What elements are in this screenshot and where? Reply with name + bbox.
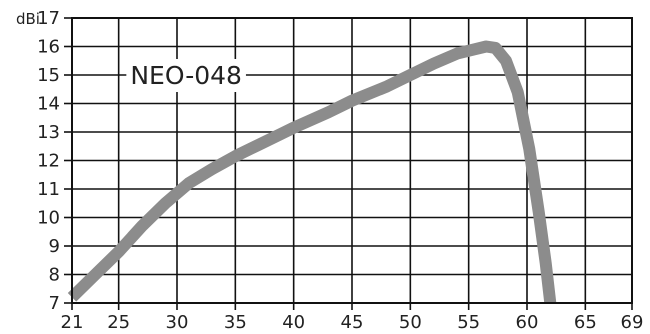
annotation-label: NEO-048 — [130, 61, 242, 90]
x-tick-label: 50 — [399, 312, 422, 333]
annotation-background — [126, 59, 246, 92]
gain-curve — [67, 40, 557, 304]
y-tick-label: 10 — [37, 208, 60, 229]
y-axis-ticks: 7 8 9 10 11 12 13 14 15 16 17 — [37, 8, 72, 314]
y-tick-label: 7 — [49, 293, 60, 314]
x-tick-label: 40 — [282, 312, 305, 333]
y-tick-label: 14 — [37, 94, 60, 115]
y-tick-label: 11 — [37, 179, 60, 200]
x-axis-ticks: 21 25 30 35 40 45 50 55 60 65 69 — [61, 303, 644, 333]
y-axis-label: dBi — [16, 10, 40, 28]
y-tick-label: 17 — [37, 8, 60, 29]
x-tick-label: 65 — [574, 312, 597, 333]
x-tick-label: 69 — [621, 312, 644, 333]
x-tick-label: 21 — [61, 312, 84, 333]
x-tick-label: 60 — [516, 312, 539, 333]
y-tick-label: 8 — [49, 265, 60, 286]
x-tick-label: 35 — [224, 312, 247, 333]
y-tick-label: 12 — [37, 151, 60, 172]
y-tick-label: 9 — [49, 236, 60, 257]
y-tick-label: 15 — [37, 65, 60, 86]
chart-series — [67, 40, 557, 304]
plot-frame — [71, 17, 633, 304]
x-tick-label: 25 — [107, 312, 130, 333]
x-tick-label: 45 — [341, 312, 364, 333]
y-tick-label: 16 — [37, 37, 60, 58]
x-tick-label: 30 — [166, 312, 189, 333]
annotations: NEO-048 — [126, 59, 246, 92]
y-tick-label: 13 — [37, 122, 60, 143]
x-tick-label: 55 — [457, 312, 480, 333]
